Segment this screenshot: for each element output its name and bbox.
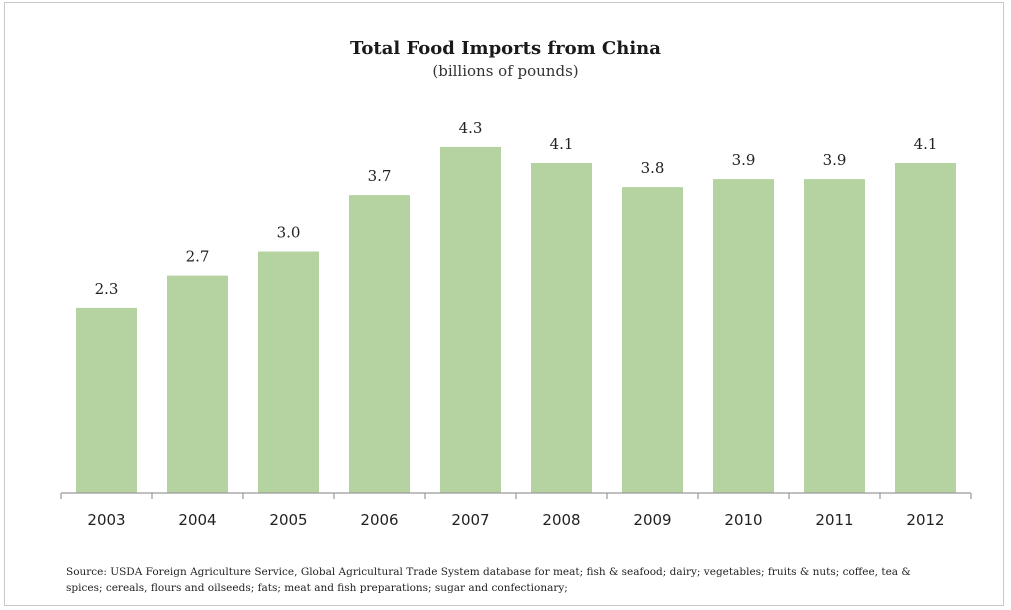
x-tick-label-2006: 2006 bbox=[360, 511, 398, 529]
chart-title: Total Food Imports from China bbox=[350, 38, 661, 59]
bar-2010 bbox=[713, 179, 774, 493]
x-tick-label-2003: 2003 bbox=[87, 511, 125, 529]
source-note: Source: USDA Foreign Agriculture Service… bbox=[66, 566, 911, 594]
bar-2007 bbox=[440, 146, 501, 493]
value-label-2006: 3.7 bbox=[368, 167, 392, 185]
x-tick-label-2004: 2004 bbox=[178, 511, 216, 529]
x-tick-label-2012: 2012 bbox=[906, 511, 944, 529]
value-labels-layer: 2.3 2.7 3.0 3.7 4.3 4.1 3.8 3.9 3.9 4.1 bbox=[95, 119, 938, 298]
value-label-2004: 2.7 bbox=[186, 248, 210, 266]
bar-2009 bbox=[622, 187, 683, 493]
bar-chart: 2.32.73.03.74.34.13.8 3.9 3.94.1 2003 2004 2… bbox=[60, 119, 972, 529]
value-label-2007: 4.3 bbox=[459, 119, 483, 137]
value-label-2009: 3.8 bbox=[641, 159, 665, 177]
bars-layer bbox=[76, 146, 956, 493]
x-tick-labels-layer: 2003 2004 2005 2006 2007 2008 2009 2010 2011 2012 bbox=[87, 511, 944, 529]
x-tick-label-2010: 2010 bbox=[724, 511, 762, 529]
value-label-2010: 3.9 bbox=[732, 151, 756, 169]
bar-2008 bbox=[531, 163, 592, 493]
bar-2006 bbox=[349, 195, 410, 493]
bar-2011 bbox=[804, 179, 865, 493]
bar-2005 bbox=[258, 251, 319, 493]
x-tick-label-2008: 2008 bbox=[542, 511, 580, 529]
value-label-2005: 3.0 bbox=[277, 224, 301, 242]
x-tick-label-2007: 2007 bbox=[451, 511, 489, 529]
x-tick-label-2011: 2011 bbox=[815, 511, 853, 529]
x-tick-label-2005: 2005 bbox=[269, 511, 307, 529]
value-label-2008: 4.1 bbox=[550, 135, 574, 153]
x-tick-label-2009: 2009 bbox=[633, 511, 671, 529]
value-label-2012: 4.1 bbox=[914, 135, 938, 153]
bar-2012 bbox=[895, 163, 956, 493]
bar-2004 bbox=[167, 275, 228, 493]
chart-subtitle: (billions of pounds) bbox=[432, 62, 579, 80]
value-label-2011: 3.9 bbox=[823, 151, 847, 169]
value-label-2003: 2.3 bbox=[95, 280, 119, 298]
bar-2003 bbox=[76, 307, 137, 493]
x-axis bbox=[60, 492, 972, 499]
